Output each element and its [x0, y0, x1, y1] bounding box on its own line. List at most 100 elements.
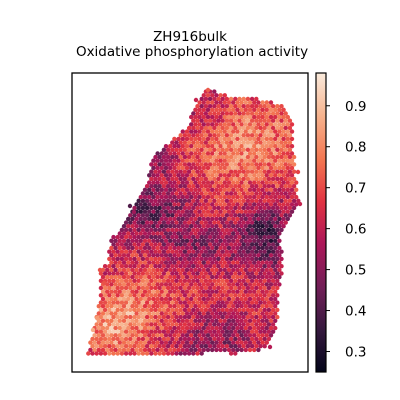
tissue-spot [252, 216, 257, 222]
tissue-spot [119, 271, 125, 276]
tissue-spot [285, 180, 290, 185]
tissue-spot [199, 198, 204, 203]
tissue-spot [149, 293, 154, 298]
tissue-spot [233, 242, 238, 247]
tissue-spot [267, 344, 273, 350]
tissue-spot [147, 267, 152, 273]
tissue-spot [283, 205, 288, 211]
tissue-spot [222, 347, 227, 353]
tissue-spot [270, 169, 276, 174]
tissue-spot [170, 242, 175, 247]
tissue-spot [245, 198, 251, 203]
tissue-spot [266, 256, 272, 262]
tissue-spot [172, 333, 177, 338]
tissue-spot [237, 133, 242, 138]
tissue-spot [105, 333, 110, 338]
tissue-spot [140, 234, 146, 240]
tissue-spot [201, 144, 206, 149]
tissue-spot [159, 333, 164, 338]
tissue-spot [268, 304, 274, 309]
tissue-spot [197, 318, 202, 323]
tissue-spot [157, 154, 162, 160]
tissue-spot [222, 311, 227, 316]
tissue-spot [231, 347, 236, 353]
tissue-spot [249, 104, 255, 109]
tissue-spot [197, 311, 202, 316]
tissue-spot [136, 234, 141, 240]
tissue-spot [294, 187, 299, 192]
tissue-spot [142, 224, 148, 229]
tissue-spot [168, 224, 173, 229]
tissue-spot [268, 158, 274, 163]
tissue-spot [184, 318, 190, 323]
tissue-spot [214, 209, 219, 214]
tissue-spot [189, 158, 194, 163]
tissue-spot [281, 216, 286, 222]
tissue-spot [161, 147, 167, 152]
tissue-spot [283, 133, 288, 138]
tissue-spot [233, 125, 238, 131]
tissue-spot [182, 249, 188, 254]
tissue-spot [159, 282, 164, 287]
tissue-spot [132, 264, 137, 269]
tissue-spot [193, 318, 198, 323]
tissue-spot [201, 202, 206, 207]
tissue-spot [266, 111, 272, 116]
tissue-spot [266, 104, 272, 109]
tissue-spot [126, 311, 131, 316]
tissue-spot [270, 227, 276, 233]
tissue-spot [258, 249, 263, 254]
tissue-spot [252, 122, 257, 127]
tissue-spot [243, 347, 248, 353]
tissue-spot [228, 198, 234, 203]
tissue-spot [205, 107, 211, 113]
tissue-spot [180, 253, 185, 258]
tissue-spot [170, 220, 175, 225]
tissue-spot [226, 122, 232, 127]
tissue-spot [231, 224, 236, 229]
tissue-spot [117, 282, 123, 287]
tissue-spot [132, 234, 137, 240]
tissue-spot [199, 300, 204, 305]
tissue-spot [245, 264, 251, 269]
tissue-spot [144, 184, 150, 189]
tissue-spot [218, 216, 223, 222]
tissue-spot [281, 129, 286, 134]
tissue-spot [210, 180, 215, 185]
tissue-spot [170, 278, 175, 283]
tissue-spot [212, 147, 217, 152]
tissue-spot [197, 173, 202, 178]
tissue-spot [283, 198, 288, 203]
tissue-spot [121, 238, 127, 243]
tissue-spot [239, 180, 244, 185]
tissue-spot [121, 347, 127, 353]
tissue-spot [165, 213, 171, 218]
tissue-spot [249, 227, 255, 233]
tissue-spot [186, 336, 192, 342]
tissue-spot [231, 100, 236, 105]
tissue-spot [241, 147, 246, 152]
tissue-spot [168, 333, 173, 338]
tissue-spot [218, 194, 223, 200]
tissue-spot [218, 158, 223, 163]
tissue-spot [180, 282, 185, 287]
tissue-spot [123, 322, 129, 327]
tissue-spot [214, 347, 219, 353]
tissue-spot [207, 125, 213, 131]
tissue-spot [155, 202, 160, 207]
tissue-spot [176, 158, 181, 163]
tissue-spot [193, 282, 198, 287]
tissue-spot [226, 304, 232, 309]
tissue-spot [197, 289, 202, 294]
tissue-spot [147, 245, 152, 251]
tissue-spot [247, 325, 253, 331]
tissue-spot [191, 169, 196, 174]
tissue-spot [165, 336, 171, 342]
tissue-spot [256, 318, 261, 323]
tissue-spot [155, 274, 160, 280]
tissue-spot [109, 274, 114, 280]
tissue-spot [226, 216, 232, 222]
tissue-spot [285, 173, 290, 178]
tissue-spot [197, 224, 202, 229]
tissue-spot [231, 209, 236, 214]
